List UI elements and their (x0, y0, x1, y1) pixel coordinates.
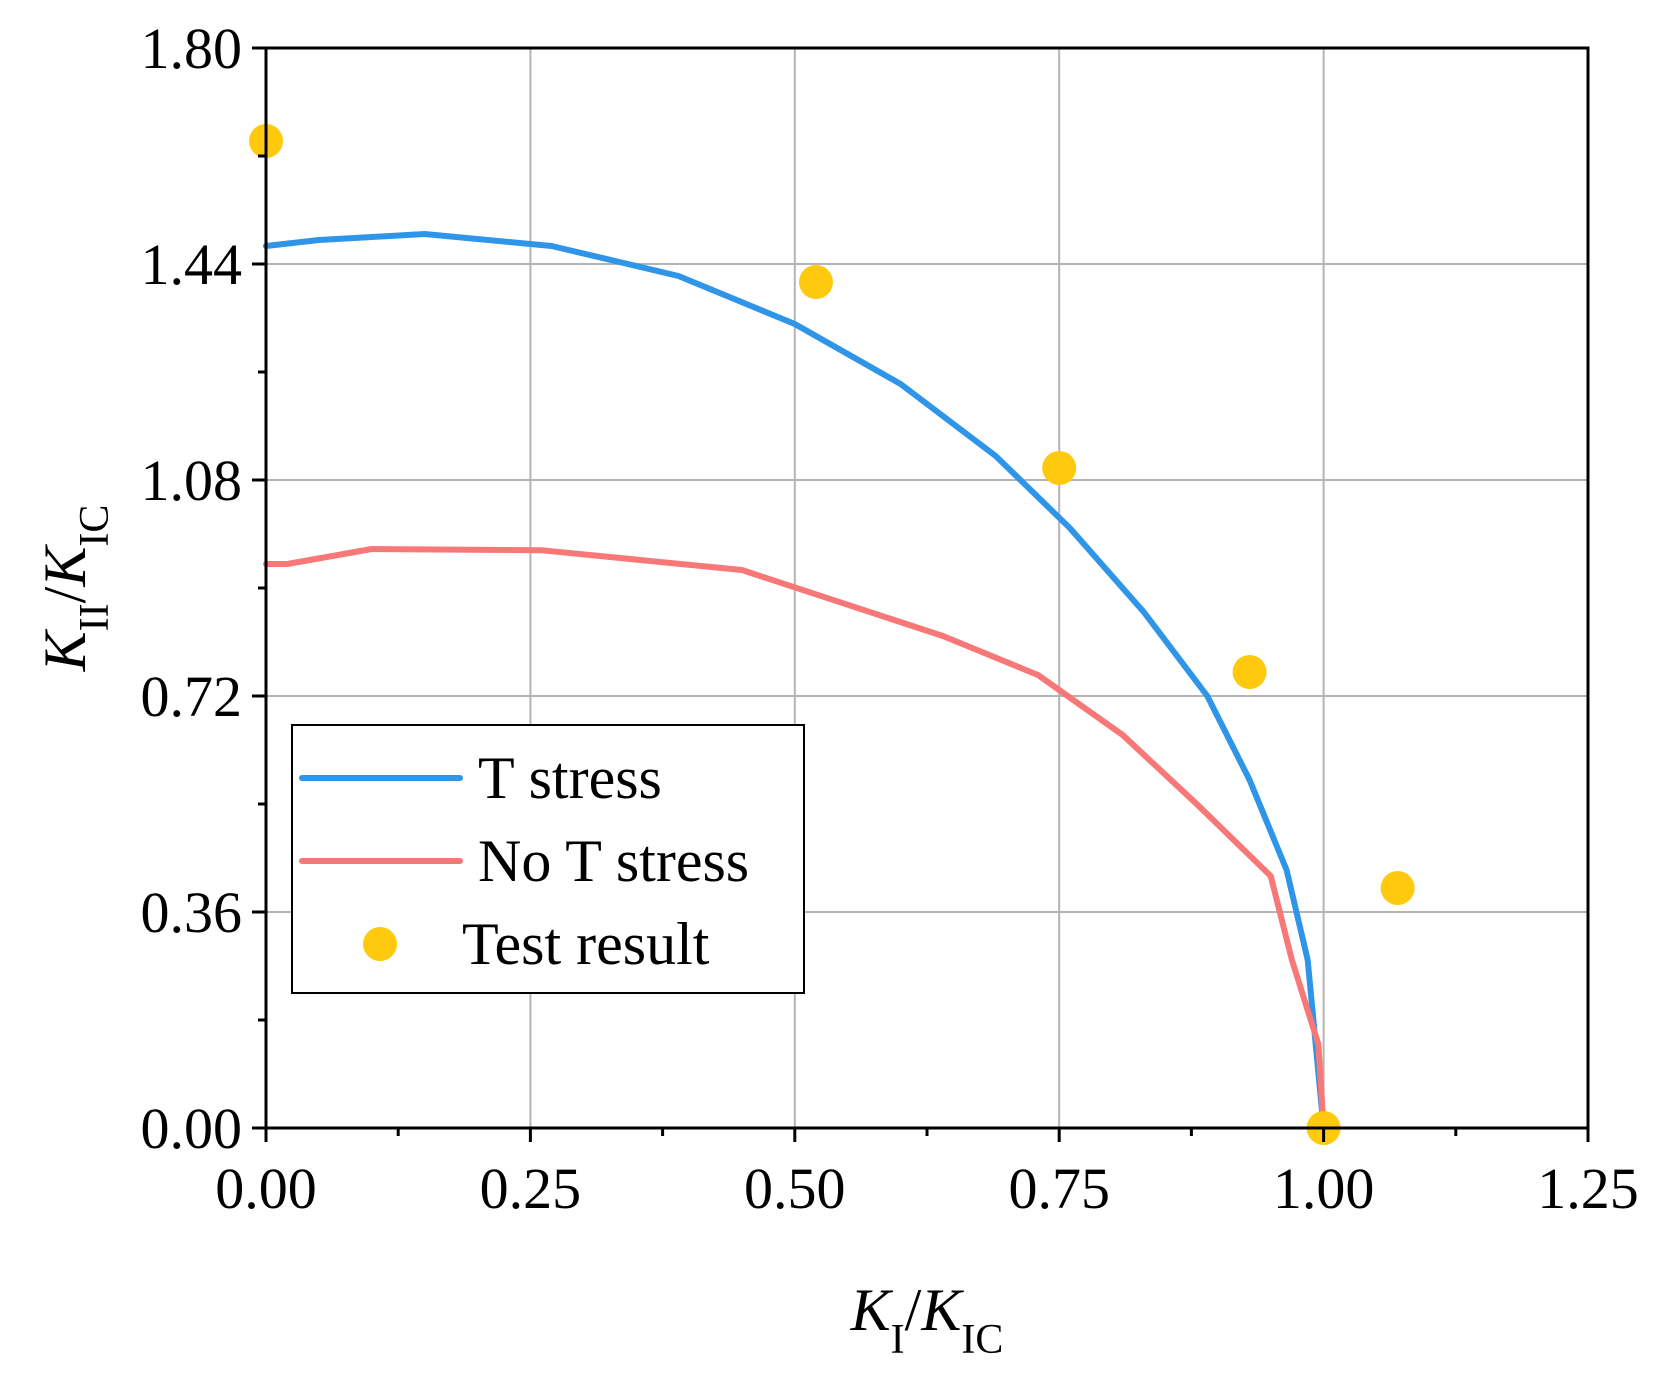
series-layer (249, 124, 1415, 1145)
legend-label: No T stress (478, 828, 749, 894)
legend: T stress No T stress Test result (291, 724, 805, 994)
y-title-k2: K (32, 544, 98, 588)
series-line-no-t-stress (263, 546, 1327, 1131)
x-tick-label: 0.00 (215, 1156, 317, 1221)
x-tick-label: 1.00 (1273, 1156, 1375, 1221)
y-title-slash: / (32, 586, 98, 603)
x-tick-label: 0.25 (480, 1156, 582, 1221)
y-tick-label: 0.00 (141, 1096, 243, 1161)
legend-label: T stress (478, 745, 662, 811)
x-tick-label: 0.75 (1008, 1156, 1110, 1221)
y-title-k: K (32, 628, 98, 672)
series-line-t-stress (263, 231, 1327, 1131)
tick-labels: 0.00 0.25 0.50 0.75 1.00 1.25 0.00 0.36 0.72 1.08… (141, 16, 1639, 1221)
legend-swatch-marker (363, 927, 397, 961)
x-title-slash: / (905, 1277, 922, 1343)
x-title-k2: K (920, 1277, 964, 1343)
x-tick-label: 0.50 (744, 1156, 846, 1221)
y-tick-label: 0.36 (141, 880, 243, 945)
test-result-point (1232, 655, 1267, 689)
y-title-sub: II (72, 603, 118, 631)
test-result-point (1380, 871, 1415, 905)
y-title-sub2: IC (72, 505, 118, 547)
test-result-point (1042, 451, 1077, 485)
y-tick-label: 0.72 (141, 664, 243, 729)
x-tick-label: 1.25 (1537, 1156, 1639, 1221)
y-axis-title: KII/KIC (32, 505, 118, 673)
x-axis-title: KI/KIC (850, 1277, 1004, 1363)
ticks (252, 46, 1590, 1142)
y-tick-label: 1.80 (141, 16, 243, 81)
y-tick-label: 1.44 (141, 232, 243, 297)
x-title-k: K (850, 1277, 894, 1343)
x-title-sub2: IC (961, 1317, 1003, 1363)
x-title-sub: I (891, 1317, 905, 1363)
legend-label: Test result (462, 911, 710, 977)
test-result-point (798, 265, 833, 299)
y-tick-label: 1.08 (141, 448, 243, 513)
